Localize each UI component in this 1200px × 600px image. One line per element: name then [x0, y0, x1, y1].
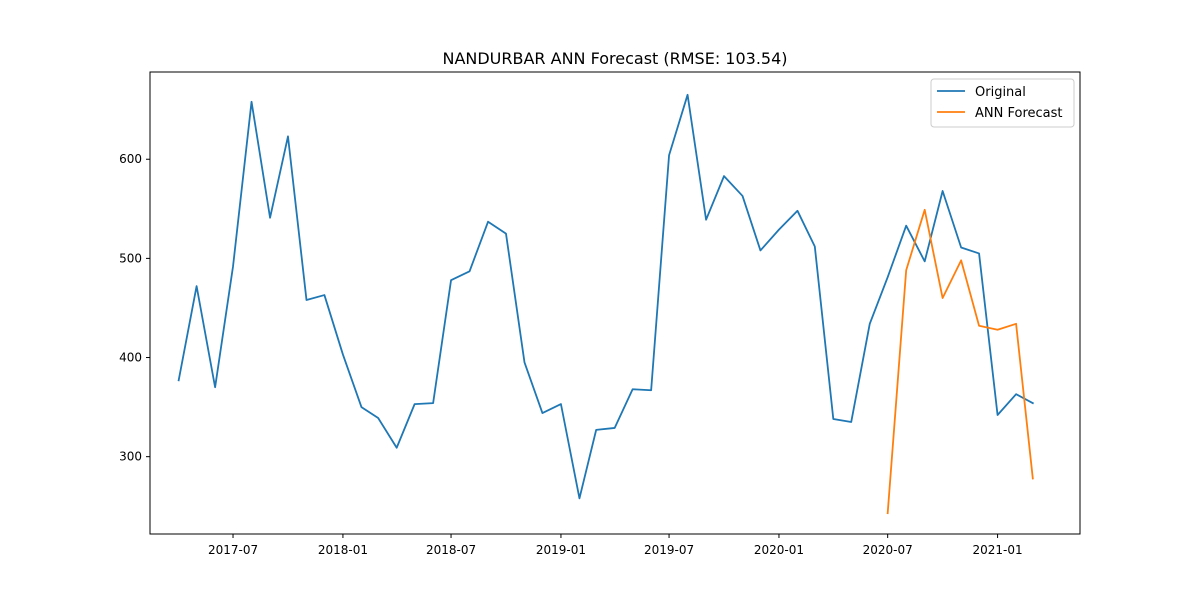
- y-tick-label: 600: [119, 152, 142, 166]
- series-layer: [177, 93, 1035, 515]
- x-tick-label: 2017-07: [208, 543, 258, 557]
- x-tick-label: 2018-07: [426, 543, 476, 557]
- plot-frame: [149, 71, 1081, 535]
- y-tick-label: 300: [119, 450, 142, 464]
- y-tick-label: 400: [119, 351, 142, 365]
- x-tick-label: 2019-01: [536, 543, 586, 557]
- legend: Original ANN Forecast: [930, 78, 1075, 128]
- legend-label: Original: [975, 85, 1026, 100]
- x-tick-label: 2018-01: [318, 543, 368, 557]
- ticks-layer: 2017-07 2018-01 2018-07 2019-01 2019-07 2020-…: [119, 152, 1023, 557]
- series-line-ann-forecast: [886, 208, 1034, 515]
- x-tick-label: 2020-01: [754, 543, 804, 557]
- legend-box: [930, 78, 1075, 128]
- chart-title: NANDURBAR ANN Forecast (RMSE: 103.54): [442, 49, 787, 68]
- x-tick-label: 2020-07: [863, 543, 913, 557]
- legend-item-original: Original: [937, 85, 1026, 100]
- legend-item-ann-forecast: ANN Forecast: [937, 106, 1062, 121]
- x-tick-label: 2021-01: [973, 543, 1023, 557]
- y-tick-label: 500: [119, 251, 142, 265]
- series-line-original: [177, 93, 1035, 500]
- axes-layer: [149, 71, 1081, 535]
- x-tick-label: 2019-07: [644, 543, 694, 557]
- legend-label: ANN Forecast: [975, 106, 1062, 121]
